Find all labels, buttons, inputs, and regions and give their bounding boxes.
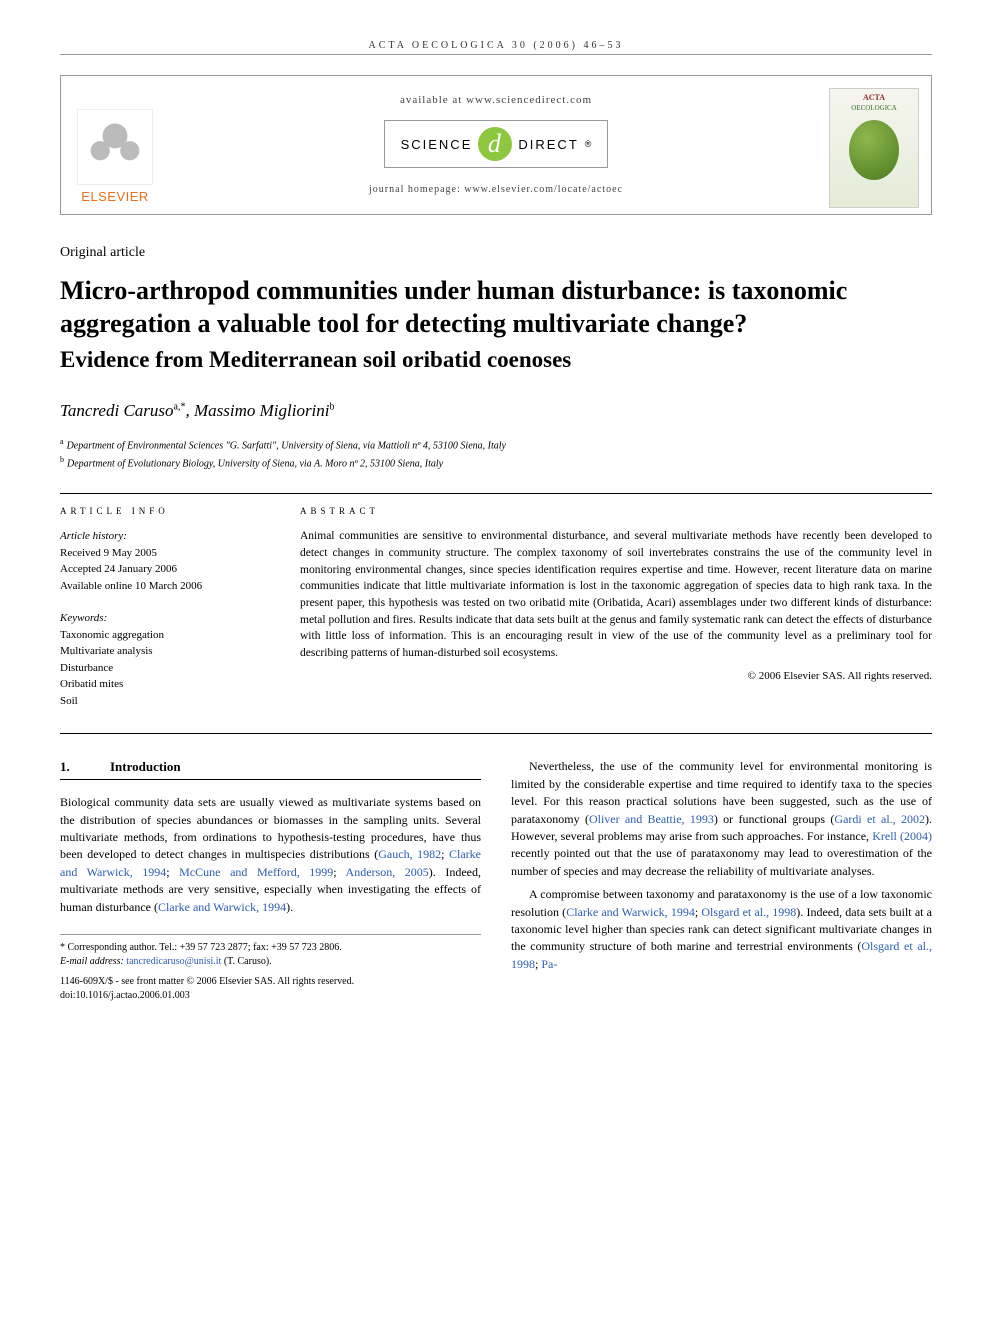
abstract-text: Animal communities are sensitive to envi… [300,528,932,661]
doi: doi:10.1016/j.actao.2006.01.003 [60,989,481,1003]
article-type: Original article [60,245,932,261]
abstract-column: ABSTRACT Animal communities are sensitiv… [300,502,932,725]
scidirect-left: SCIENCE [401,137,473,152]
copyright-line: © 2006 Elsevier SAS. All rights reserved… [300,670,932,682]
keyword: Soil [60,693,270,710]
ref-link[interactable]: Gauch, 1982 [378,847,441,861]
ref-link[interactable]: Gardi et al., 2002 [834,812,925,826]
history-received: Received 9 May 2005 [60,545,270,562]
section-1-heading: 1.Introduction [60,758,481,780]
keyword: Multivariate analysis [60,643,270,660]
author-sep: , [185,401,194,420]
section-1-number: 1. [60,758,110,777]
journal-homepage: journal homepage: www.elsevier.com/locat… [81,184,911,195]
registered-mark: ® [585,139,592,149]
available-at-text: available at www.sciencedirect.com [81,94,911,106]
journal-header-block: ELSEVIER available at www.sciencedirect.… [60,75,932,215]
intro-para-1: Biological community data sets are usual… [60,794,481,916]
article-info-label: ARTICLE INFO [60,506,270,516]
ref-link[interactable]: Olsgard et al., 1998 [701,905,796,919]
history-online: Available online 10 March 2006 [60,578,270,595]
author-2: Massimo Migliorini [194,401,330,420]
corresponding-author: * Corresponding author. Tel.: +39 57 723… [60,941,481,955]
history-header: Article history: [60,528,270,545]
author-1-affil: a,* [174,401,186,412]
affiliation-b: bDepartment of Evolutionary Biology, Uni… [60,455,932,469]
footer-meta: 1146-609X/$ - see front matter © 2006 El… [60,975,481,1003]
col2-para-1: Nevertheless, the use of the community l… [511,758,932,880]
email-line: E-mail address: tancredicaruso@unisi.it … [60,955,481,969]
ref-link[interactable]: Anderson, 2005 [346,865,429,879]
col2-para-2: A compromise between taxonomy and parata… [511,886,932,973]
affiliation-a: aDepartment of Environmental Sciences "G… [60,437,932,451]
running-header: ACTA OECOLOGICA 30 (2006) 46–53 [60,40,932,55]
footnotes: * Corresponding author. Tel.: +39 57 723… [60,934,481,969]
cover-subtitle: OECOLOGICA [834,104,914,112]
keyword: Oribatid mites [60,676,270,693]
cover-graphic [849,120,899,180]
ref-link[interactable]: Pa- [541,957,557,971]
history-accepted: Accepted 24 January 2006 [60,561,270,578]
article-info-column: ARTICLE INFO Article history: Received 9… [60,502,270,725]
elsevier-tree-icon [77,109,153,185]
elsevier-logo: ELSEVIER [77,109,153,204]
journal-cover-thumb: ACTA OECOLOGICA [829,88,919,208]
elsevier-wordmark: ELSEVIER [77,189,153,204]
ref-link[interactable]: Clarke and Warwick, 1994 [566,905,695,919]
keywords-block: Keywords: Taxonomic aggregation Multivar… [60,610,270,709]
keywords-header: Keywords: [60,610,270,627]
article-subtitle: Evidence from Mediterranean soil oribati… [60,346,932,375]
scidirect-d-icon: d [478,127,512,161]
ref-link[interactable]: Clarke and Warwick, 1994 [158,900,286,914]
ref-link[interactable]: Oliver and Beattie, 1993 [589,812,714,826]
authors-line: Tancredi Carusoa,*, Massimo Migliorinib [60,401,932,421]
keyword: Taxonomic aggregation [60,627,270,644]
article-title: Micro-arthropod communities under human … [60,275,932,340]
section-1-title: Introduction [110,759,181,774]
body-column-right: Nevertheless, the use of the community l… [511,758,932,1003]
abstract-label: ABSTRACT [300,506,932,516]
ref-link[interactable]: McCune and Mefford, 1999 [179,865,333,879]
issn-copyright: 1146-609X/$ - see front matter © 2006 El… [60,975,481,989]
keyword: Disturbance [60,660,270,677]
body-column-left: 1.Introduction Biological community data… [60,758,481,1003]
cover-title: ACTA [834,93,914,102]
author-1: Tancredi Caruso [60,401,174,420]
author-2-affil: b [330,401,335,412]
ref-link[interactable]: Krell (2004) [872,829,932,843]
sciencedirect-logo: SCIENCE d DIRECT ® [384,120,609,168]
scidirect-right: DIRECT [518,137,578,152]
article-history: Article history: Received 9 May 2005 Acc… [60,528,270,594]
email-link[interactable]: tancredicaruso@unisi.it [126,956,221,967]
